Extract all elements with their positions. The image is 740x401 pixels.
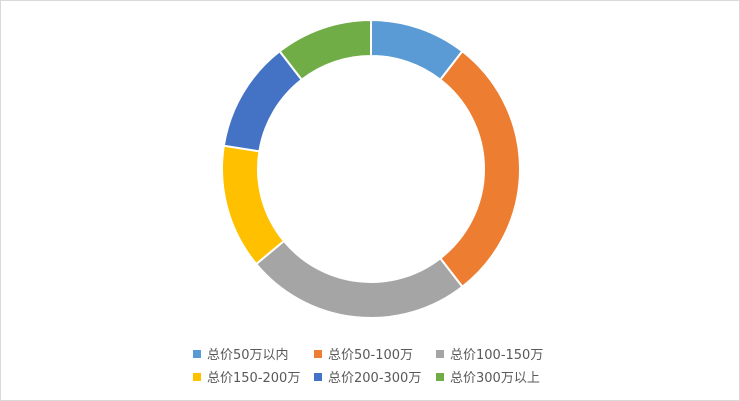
legend-swatch: [314, 349, 322, 358]
legend: 总价50万以内 总价50-100万 总价100-150万 总价150-200万 …: [193, 344, 556, 386]
legend-item-over-300: 总价300万以上: [436, 367, 556, 386]
legend-label: 总价50-100万: [328, 348, 414, 363]
donut-slice-2: [254, 239, 464, 319]
legend-swatch: [193, 372, 201, 381]
donut-slice-3: [221, 144, 286, 266]
donut-slice-1: [438, 49, 521, 289]
legend-item-50-100: 总价50-100万: [314, 344, 436, 363]
legend-item-150-200: 总价150-200万: [193, 367, 314, 386]
legend-item-200-300: 总价200-300万: [314, 367, 436, 386]
legend-swatch: [193, 349, 201, 358]
legend-label: 总价100-150万: [450, 348, 544, 363]
legend-swatch: [314, 372, 322, 381]
legend-label: 总价300万以上: [450, 371, 540, 386]
legend-swatch: [436, 372, 444, 381]
legend-label: 总价150-200万: [207, 371, 301, 386]
donut-slice-5: [278, 18, 372, 82]
legend-item-under-50: 总价50万以内: [193, 344, 314, 363]
legend-label: 总价50万以内: [207, 348, 289, 363]
legend-swatch: [436, 349, 444, 358]
legend-item-100-150: 总价100-150万: [436, 344, 556, 363]
legend-label: 总价200-300万: [328, 371, 422, 386]
